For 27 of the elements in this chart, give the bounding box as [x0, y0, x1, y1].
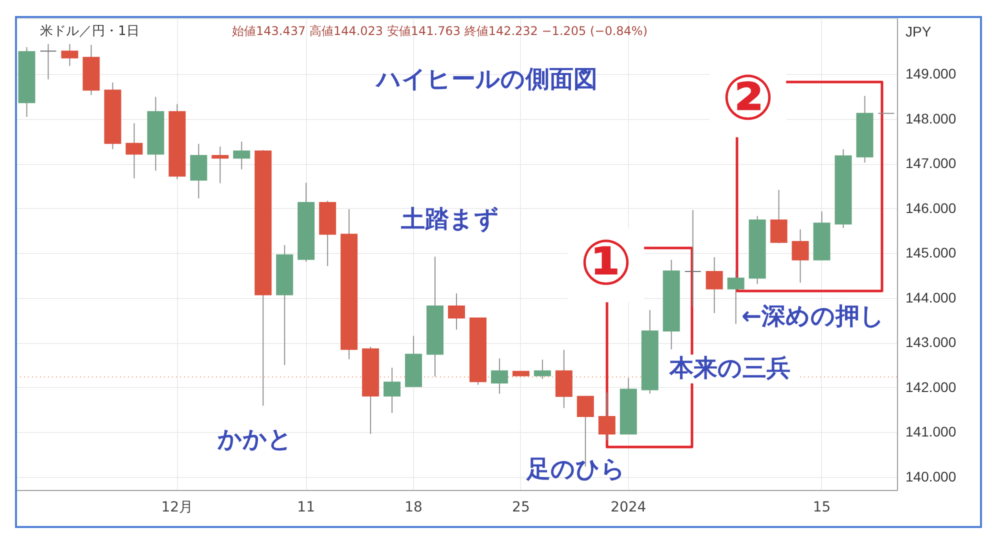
- y-tick-label: 140.000: [906, 468, 956, 485]
- y-tick-label: 144.000: [906, 289, 956, 306]
- y-tick-label: 145.000: [906, 244, 956, 261]
- x-tick-label: 25: [512, 500, 530, 516]
- y-tick-label: 149.000: [906, 65, 956, 82]
- annotation: ①: [580, 226, 632, 299]
- y-tick-label: 141.000: [906, 424, 956, 440]
- y-tick-label: 143.000: [906, 334, 956, 350]
- annotation: 足のひら: [526, 455, 626, 483]
- x-tick-label: 11: [297, 500, 315, 516]
- text: 始値143.437 高値144.023 安値141.763 終値142.232 −1.205 (−0.84%): [232, 24, 648, 38]
- x-tick-label: 12月: [161, 500, 194, 516]
- chart-title: 米ドル／円・1日: [40, 24, 140, 39]
- x-tick-label: 2024: [610, 500, 646, 516]
- annotation: ②: [722, 61, 774, 134]
- x-tick-label: 15: [812, 500, 831, 516]
- y-tick-label: 148.000: [906, 110, 956, 126]
- y-tick-label: 142.000: [906, 378, 956, 395]
- annotation: ←深めの押し: [741, 302, 885, 330]
- annotation: ハイヒールの側面図: [374, 65, 598, 93]
- y-tick-label: 146.000: [906, 200, 956, 216]
- annotation: 土踏まず: [400, 205, 499, 233]
- annotation: かかと: [216, 425, 292, 453]
- y-axis-title: JPY: [906, 24, 932, 40]
- annotation: 本来の三兵: [668, 354, 790, 382]
- x-tick-label: 18: [404, 500, 422, 516]
- y-tick-label: 147.000: [906, 155, 956, 172]
